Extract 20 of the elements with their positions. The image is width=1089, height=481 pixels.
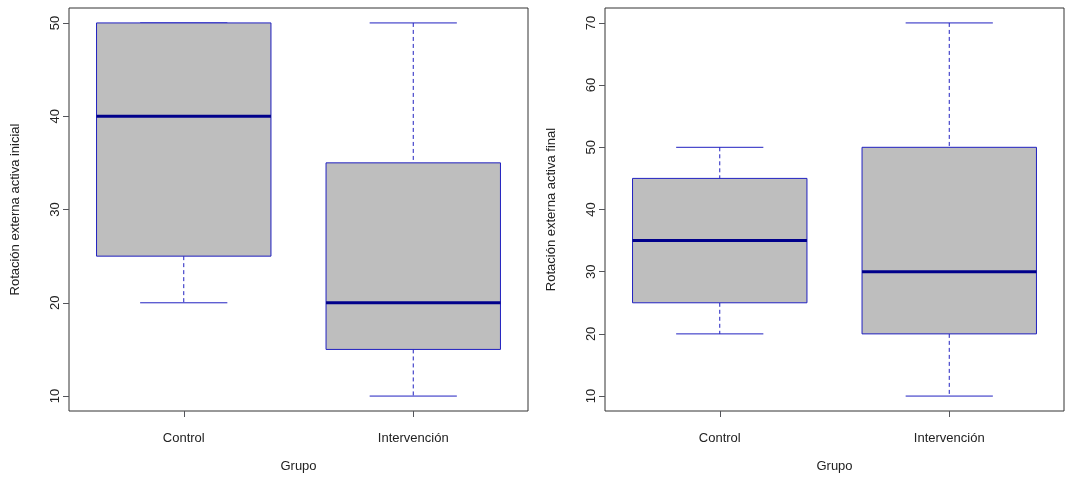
x-tick-label: Intervención: [913, 430, 985, 445]
x-tick-label: Intervención: [377, 430, 449, 445]
y-axis-title: Rotación externa activa inicial: [7, 123, 22, 296]
y-tick-label: 20: [47, 295, 62, 311]
y-tick-label: 50: [47, 15, 62, 31]
x-axis-title: Grupo: [280, 458, 317, 473]
x-axis-title: Grupo: [816, 458, 853, 473]
y-tick-label: 10: [47, 388, 62, 404]
y-tick-label: 50: [583, 140, 598, 155]
y-tick-label: 70: [583, 15, 598, 31]
y-tick-label: 10: [583, 388, 598, 404]
y-tick-label: 30: [47, 202, 62, 217]
x-tick-label: Control: [698, 430, 741, 445]
y-tick-label: 40: [583, 202, 598, 217]
y-tick-label: 20: [583, 326, 598, 342]
y-tick-label: 40: [47, 108, 62, 124]
y-tick-label: 30: [583, 264, 598, 279]
y-axis-title: Rotación externa activa final: [543, 127, 558, 292]
x-tick-label: Control: [162, 430, 205, 445]
y-tick-label: 60: [583, 77, 598, 93]
